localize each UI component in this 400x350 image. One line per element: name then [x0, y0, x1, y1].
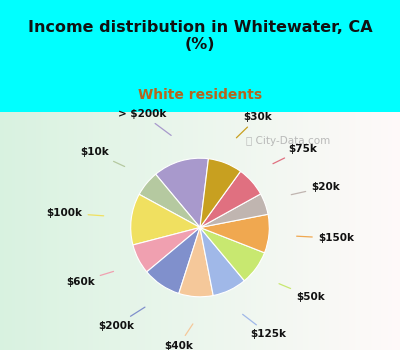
Text: ⓘ City-Data.com: ⓘ City-Data.com	[246, 135, 330, 146]
Wedge shape	[200, 159, 240, 228]
Wedge shape	[139, 174, 200, 228]
Text: $40k: $40k	[164, 324, 193, 350]
Text: $10k: $10k	[80, 147, 125, 167]
Text: > $200k: > $200k	[118, 109, 171, 135]
Text: $100k: $100k	[47, 208, 104, 218]
Wedge shape	[179, 228, 213, 297]
Text: $75k: $75k	[273, 144, 317, 164]
Text: $20k: $20k	[291, 182, 340, 195]
Wedge shape	[200, 228, 264, 281]
Wedge shape	[131, 194, 200, 245]
Text: $50k: $50k	[279, 284, 325, 302]
Wedge shape	[200, 194, 268, 228]
Text: White residents: White residents	[138, 88, 262, 102]
Text: $125k: $125k	[243, 314, 287, 340]
Wedge shape	[147, 228, 200, 294]
Text: $200k: $200k	[98, 307, 145, 330]
Text: $150k: $150k	[297, 233, 354, 243]
Wedge shape	[156, 158, 208, 228]
Text: $30k: $30k	[236, 112, 272, 138]
Wedge shape	[200, 171, 261, 228]
Wedge shape	[200, 228, 244, 295]
Text: Income distribution in Whitewater, CA
(%): Income distribution in Whitewater, CA (%…	[28, 20, 372, 52]
Wedge shape	[133, 228, 200, 272]
Text: $60k: $60k	[66, 271, 114, 287]
Wedge shape	[200, 214, 269, 253]
